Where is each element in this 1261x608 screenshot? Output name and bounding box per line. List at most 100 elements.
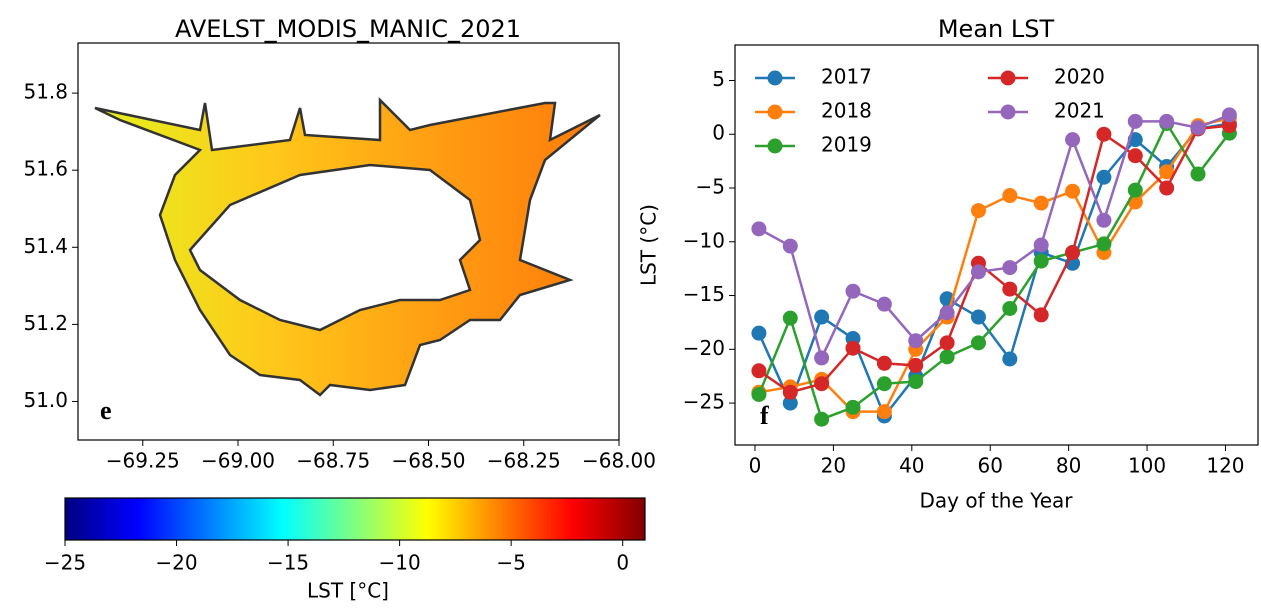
series-line <box>759 118 1229 412</box>
y-tick-label: −25 <box>683 390 725 414</box>
y-tick-label: −5 <box>696 175 725 199</box>
data-point <box>751 326 766 341</box>
data-point <box>1191 120 1206 135</box>
map-title: AVELST_MODIS_MANIC_2021 <box>175 15 521 43</box>
legend-marker <box>1001 105 1016 120</box>
legend-label: 2019 <box>821 133 872 157</box>
data-point <box>1128 148 1143 163</box>
data-point <box>814 310 829 325</box>
panel-label: f <box>760 401 769 430</box>
data-point <box>877 297 892 312</box>
figure: AVELST_MODIS_MANIC_2021 e LST [°C] Mean … <box>0 0 1261 608</box>
y-tick-label: 51.0 <box>23 388 68 412</box>
lake-map <box>95 100 600 395</box>
data-point <box>940 305 955 320</box>
data-point <box>1096 127 1111 142</box>
data-point <box>971 264 986 279</box>
x-tick-label: 60 <box>978 454 1003 478</box>
legend-marker <box>768 105 783 120</box>
data-point <box>1159 181 1174 196</box>
legend-label: 2017 <box>821 65 872 89</box>
data-point <box>877 404 892 419</box>
data-point <box>1065 184 1080 199</box>
data-point <box>814 376 829 391</box>
data-point <box>1034 238 1049 253</box>
y-tick-label: 51.8 <box>23 80 68 104</box>
data-point <box>1065 245 1080 260</box>
data-point <box>783 239 798 254</box>
x-tick-label: −69.00 <box>201 449 275 473</box>
data-point <box>1222 107 1237 122</box>
data-point <box>1128 114 1143 129</box>
data-point <box>783 385 798 400</box>
data-point <box>1002 351 1017 366</box>
x-tick-label: 20 <box>821 454 846 478</box>
data-point <box>1065 132 1080 147</box>
colorbar-tick-label: −15 <box>267 551 309 575</box>
x-tick-label: 120 <box>1206 454 1244 478</box>
chart-title: Mean LST <box>938 15 1055 43</box>
data-point <box>846 341 861 356</box>
colorbar-label: LST [°C] <box>307 579 389 603</box>
data-point <box>877 376 892 391</box>
colorbar-tick-label: −25 <box>44 551 86 575</box>
x-tick-label: 0 <box>749 454 762 478</box>
data-point <box>1096 213 1111 228</box>
y-tick-label: 5 <box>712 67 725 91</box>
colorbar-tick-label: −5 <box>496 551 525 575</box>
y-tick-label: −15 <box>683 282 725 306</box>
x-tick-label: −68.75 <box>296 449 370 473</box>
data-point <box>1002 260 1017 275</box>
colorbar <box>65 498 645 540</box>
legend-label: 2020 <box>1054 65 1105 89</box>
y-tick-label: −10 <box>683 228 725 252</box>
data-point <box>1034 254 1049 269</box>
data-point <box>1002 301 1017 316</box>
y-tick-label: 51.4 <box>23 234 68 258</box>
data-point <box>751 387 766 402</box>
legend-marker <box>1001 71 1016 86</box>
y-tick-label: 51.2 <box>23 311 68 335</box>
y-tick-label: −20 <box>683 336 725 360</box>
legend-marker <box>768 71 783 86</box>
legend-marker <box>768 139 783 154</box>
data-point <box>908 374 923 389</box>
data-point <box>971 310 986 325</box>
y-axis-label: LST (°C) <box>637 204 661 286</box>
data-point <box>1128 183 1143 198</box>
data-point <box>751 221 766 236</box>
data-point <box>1191 167 1206 182</box>
data-point <box>846 284 861 299</box>
data-point <box>1159 114 1174 129</box>
data-point <box>877 356 892 371</box>
panel-label: e <box>100 396 112 425</box>
x-tick-label: 40 <box>899 454 924 478</box>
data-point <box>814 350 829 365</box>
x-axis-label: Day of the Year <box>919 489 1073 513</box>
data-point <box>1002 188 1017 203</box>
data-point <box>1002 282 1017 297</box>
data-point <box>1096 236 1111 251</box>
x-tick-label: −68.50 <box>391 449 465 473</box>
x-tick-label: −68.25 <box>487 449 561 473</box>
data-point <box>940 349 955 364</box>
data-point <box>940 335 955 350</box>
data-point <box>1034 307 1049 322</box>
x-tick-label: −68.00 <box>582 449 656 473</box>
data-point <box>971 203 986 218</box>
colorbar-tick-label: −10 <box>379 551 421 575</box>
y-tick-label: 51.6 <box>23 157 68 181</box>
x-tick-label: −69.25 <box>106 449 180 473</box>
data-point <box>908 358 923 373</box>
colorbar-tick-label: 0 <box>616 551 629 575</box>
x-tick-label: 80 <box>1056 454 1081 478</box>
data-point <box>751 363 766 378</box>
colorbar-tick-label: −20 <box>155 551 197 575</box>
data-point <box>908 333 923 348</box>
legend-label: 2021 <box>1054 99 1105 123</box>
series-line <box>759 126 1229 393</box>
data-point <box>1034 196 1049 211</box>
data-point <box>783 311 798 326</box>
y-tick-label: 0 <box>712 121 725 145</box>
legend-label: 2018 <box>821 99 872 123</box>
